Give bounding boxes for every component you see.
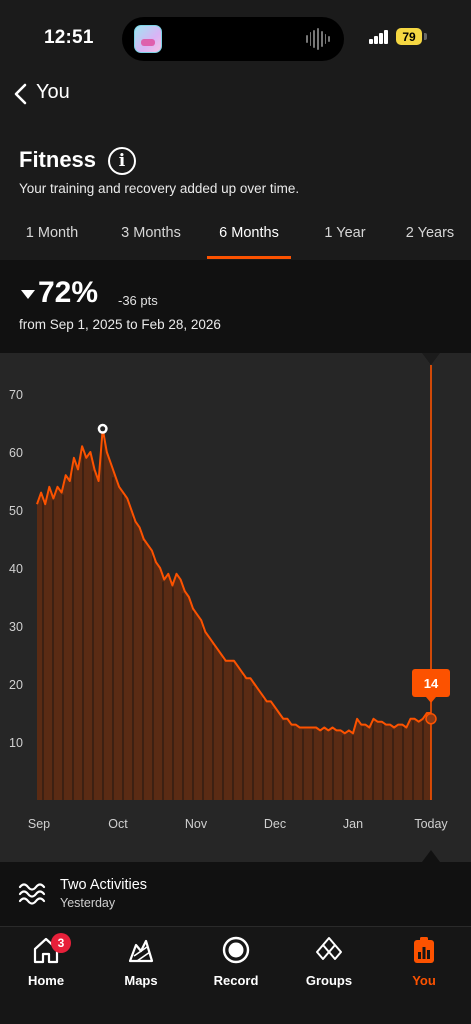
- tab-1-year[interactable]: 1 Year: [324, 225, 366, 241]
- back-button-label[interactable]: You: [36, 81, 70, 103]
- current-value-point[interactable]: [425, 713, 437, 725]
- notification-badge: 3: [51, 933, 71, 953]
- activity-subtitle: Yesterday: [60, 896, 116, 910]
- tab-6-months[interactable]: 6 Months: [219, 225, 279, 241]
- nav-record-label: Record: [213, 973, 259, 988]
- fitness-chart-svg[interactable]: 10 20 30 40 50 60 70 14 Sep Oct Nov Dec Jan Today: [0, 353, 471, 862]
- status-bar: 12:51 79: [0, 0, 471, 78]
- page-subtitle: Your training and recovery added up over…: [19, 181, 300, 196]
- tab-3-months[interactable]: 3 Months: [121, 225, 181, 241]
- current-value-label: 14: [424, 676, 439, 691]
- cellular-signal-icon: [369, 30, 389, 44]
- tooltip-pointer: [426, 697, 436, 703]
- fitness-chart[interactable]: 10 20 30 40 50 60 70 14 Sep Oct Nov Dec Jan Today: [0, 353, 471, 862]
- change-points: -36 pts: [118, 293, 158, 308]
- y-tick-label: 10: [9, 736, 23, 750]
- battery-icon: 79: [396, 28, 422, 45]
- tab-1-month[interactable]: 1 Month: [25, 225, 79, 241]
- x-tick-label: Oct: [108, 817, 128, 831]
- y-tick-label: 70: [9, 388, 23, 402]
- tab-2-years[interactable]: 2 Years: [405, 225, 455, 241]
- x-tick-label: Nov: [185, 817, 208, 831]
- nav-record[interactable]: Record: [196, 933, 276, 993]
- time-range-tabs: 1 Month 3 Months 6 Months 1 Year 2 Years: [0, 218, 471, 260]
- nav-you-label: You: [412, 973, 436, 988]
- y-tick-label: 40: [9, 562, 23, 576]
- chart-bottom-notch: [422, 850, 440, 862]
- nav-maps-label: Maps: [124, 973, 158, 988]
- x-tick-label: Jan: [343, 817, 363, 831]
- you-stats-icon: [414, 937, 434, 963]
- activity-summary-row[interactable]: Two Activities Yesterday: [0, 862, 471, 926]
- wave-lines-icon: [18, 883, 46, 905]
- activity-title: Two Activities: [60, 877, 148, 893]
- fitness-summary: [0, 260, 471, 353]
- page-title: Fitness: [19, 147, 97, 172]
- chevron-left-icon[interactable]: [12, 82, 32, 106]
- chart-top-notch: [422, 353, 440, 365]
- fitness-area-fill: [37, 428, 431, 800]
- battery-tip: [424, 33, 427, 40]
- y-tick-label: 60: [9, 446, 23, 460]
- nav-home-label: Home: [27, 973, 65, 988]
- record-icon: [222, 936, 250, 964]
- decrease-arrow-icon: [21, 290, 35, 299]
- x-tick-label: Dec: [264, 817, 286, 831]
- audio-waveform-icon: [306, 28, 331, 50]
- nav-groups-label: Groups: [305, 973, 353, 988]
- dynamic-island[interactable]: [122, 17, 344, 61]
- change-percent: 72%: [38, 276, 99, 309]
- x-tick-label: Sep: [28, 817, 50, 831]
- current-value-tooltip[interactable]: [412, 669, 450, 697]
- bottom-navigation: 3 Home Maps Record Groups You: [0, 926, 471, 1024]
- nav-home[interactable]: 3 Home: [6, 933, 86, 993]
- live-activity-app-icon[interactable]: [134, 25, 162, 53]
- y-tick-label: 20: [9, 678, 23, 692]
- maps-icon: [128, 939, 154, 963]
- groups-icon: [316, 937, 342, 960]
- active-tab-indicator: [207, 256, 291, 259]
- nav-groups[interactable]: Groups: [289, 933, 369, 993]
- peak-marker-center: [100, 426, 106, 432]
- y-tick-label: 30: [9, 620, 23, 634]
- date-range: from Sep 1, 2025 to Feb 28, 2026: [19, 317, 221, 332]
- info-icon[interactable]: i: [108, 147, 136, 175]
- nav-maps[interactable]: Maps: [101, 933, 181, 993]
- nav-you[interactable]: You: [384, 933, 464, 993]
- x-tick-label: Today: [414, 817, 448, 831]
- y-tick-label: 50: [9, 504, 23, 518]
- status-time: 12:51: [44, 27, 94, 48]
- back-navigation[interactable]: You: [0, 78, 471, 108]
